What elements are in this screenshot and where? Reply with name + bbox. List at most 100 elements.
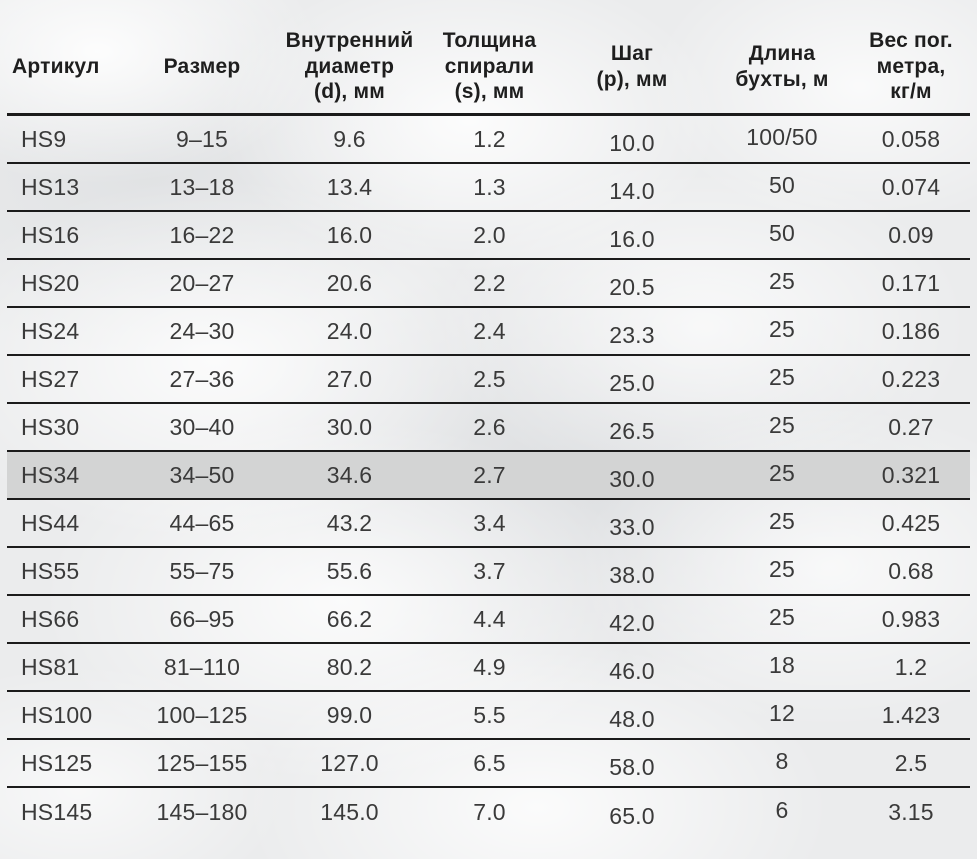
table-row: HS16 16–22 16.0 2.0 16.0 50 0.09 bbox=[7, 212, 970, 260]
column-header-coil-length: Длина бухты, м bbox=[735, 41, 829, 91]
cell-pitch: 58.0 bbox=[609, 753, 655, 780]
cell-size: 27–36 bbox=[169, 365, 235, 392]
cell-weight: 0.058 bbox=[881, 125, 941, 152]
cell-coil-length: 25 bbox=[769, 267, 795, 294]
cell-pitch: 26.5 bbox=[609, 417, 655, 444]
table-row: HS20 20–27 20.6 2.2 20.5 25 0.171 bbox=[7, 260, 970, 308]
cell-size: 55–75 bbox=[169, 557, 235, 584]
cell-size: 16–22 bbox=[169, 221, 235, 248]
cell-weight: 0.321 bbox=[881, 461, 941, 488]
cell-pitch: 30.0 bbox=[609, 465, 655, 492]
cell-size: 24–30 bbox=[169, 317, 235, 344]
cell-coil-length: 6 bbox=[775, 796, 789, 823]
table-row: HS145 145–180 145.0 7.0 65.0 6 3.15 bbox=[7, 788, 970, 836]
cell-coil-length: 25 bbox=[769, 507, 795, 534]
cell-inner-diameter: 66.2 bbox=[326, 605, 373, 632]
table-row: HS24 24–30 24.0 2.4 23.3 25 0.186 bbox=[7, 308, 970, 356]
cell-weight: 0.171 bbox=[881, 269, 941, 296]
cell-weight: 0.68 bbox=[888, 557, 934, 584]
table-row: HS55 55–75 55.6 3.7 38.0 25 0.68 bbox=[7, 548, 970, 596]
cell-inner-diameter: 127.0 bbox=[320, 749, 379, 776]
table-row: HS125 125–155 127.0 6.5 58.0 8 2.5 bbox=[7, 740, 970, 788]
cell-coil-length: 25 bbox=[769, 603, 795, 630]
cell-pitch: 20.5 bbox=[609, 273, 655, 300]
table-row: HS44 44–65 43.2 3.4 33.0 25 0.425 bbox=[7, 500, 970, 548]
column-header-spiral-thickness: Толщина спирали (s), мм bbox=[442, 29, 537, 104]
cell-article: HS44 bbox=[21, 509, 80, 536]
table-row: HS30 30–40 30.0 2.6 26.5 25 0.27 bbox=[7, 404, 970, 452]
product-spec-table: Артикул Размер Внутренний диаметр (d), м… bbox=[7, 20, 970, 836]
cell-article: HS27 bbox=[21, 365, 80, 392]
cell-spiral-thickness: 1.3 bbox=[473, 173, 506, 200]
cell-pitch: 10.0 bbox=[609, 129, 655, 156]
cell-article: HS24 bbox=[21, 317, 80, 344]
cell-pitch: 33.0 bbox=[609, 513, 655, 540]
cell-pitch: 14.0 bbox=[609, 177, 655, 204]
cell-spiral-thickness: 3.4 bbox=[473, 509, 506, 536]
cell-spiral-thickness: 2.6 bbox=[473, 413, 506, 440]
cell-article: HS66 bbox=[21, 605, 80, 632]
cell-pitch: 25.0 bbox=[609, 369, 655, 396]
cell-size: 20–27 bbox=[169, 269, 235, 296]
cell-weight: 0.186 bbox=[881, 317, 941, 344]
table-header-row: Артикул Размер Внутренний диаметр (d), м… bbox=[7, 20, 970, 116]
cell-article: HS34 bbox=[21, 461, 80, 488]
cell-coil-length: 8 bbox=[775, 747, 789, 774]
cell-spiral-thickness: 5.5 bbox=[473, 701, 506, 728]
cell-coil-length: 50 bbox=[769, 171, 795, 198]
table-row: HS9 9–15 9.6 1.2 10.0 100/50 0.058 bbox=[7, 116, 970, 164]
cell-weight: 0.223 bbox=[881, 365, 941, 392]
cell-pitch: 23.3 bbox=[609, 321, 655, 348]
cell-spiral-thickness: 3.7 bbox=[473, 557, 506, 584]
cell-spiral-thickness: 4.4 bbox=[473, 605, 506, 632]
column-header-size: Размер bbox=[163, 54, 241, 78]
cell-size: 81–110 bbox=[163, 653, 241, 680]
cell-article: HS145 bbox=[21, 798, 93, 825]
cell-coil-length: 25 bbox=[769, 315, 795, 342]
cell-coil-length: 18 bbox=[769, 651, 795, 678]
cell-coil-length: 50 bbox=[769, 219, 795, 246]
cell-inner-diameter: 145.0 bbox=[320, 798, 379, 825]
column-header-weight: Вес пог. метра, кг/м bbox=[869, 29, 953, 104]
cell-coil-length: 25 bbox=[769, 363, 795, 390]
cell-size: 125–155 bbox=[156, 749, 248, 776]
cell-coil-length: 12 bbox=[769, 699, 795, 726]
table-row: HS100 100–125 99.0 5.5 48.0 12 1.423 bbox=[7, 692, 970, 740]
cell-size: 145–180 bbox=[156, 798, 248, 825]
cell-pitch: 38.0 bbox=[609, 561, 655, 588]
cell-article: HS13 bbox=[21, 173, 80, 200]
column-header-article: Артикул bbox=[12, 54, 100, 78]
cell-spiral-thickness: 2.2 bbox=[473, 269, 506, 296]
cell-article: HS125 bbox=[21, 749, 93, 776]
cell-weight: 1.423 bbox=[881, 701, 941, 728]
cell-weight: 1.2 bbox=[894, 653, 928, 680]
cell-spiral-thickness: 2.7 bbox=[473, 461, 506, 488]
cell-inner-diameter: 24.0 bbox=[326, 317, 373, 344]
cell-weight: 2.5 bbox=[894, 749, 928, 776]
table-row: HS81 81–110 80.2 4.9 46.0 18 1.2 bbox=[7, 644, 970, 692]
cell-article: HS30 bbox=[21, 413, 80, 440]
cell-weight: 0.09 bbox=[888, 221, 934, 248]
cell-inner-diameter: 30.0 bbox=[326, 413, 373, 440]
cell-coil-length: 100/50 bbox=[746, 123, 818, 150]
cell-spiral-thickness: 2.0 bbox=[473, 221, 506, 248]
cell-article: HS55 bbox=[21, 557, 80, 584]
cell-inner-diameter: 99.0 bbox=[326, 701, 373, 728]
cell-spiral-thickness: 1.2 bbox=[473, 125, 506, 152]
cell-inner-diameter: 20.6 bbox=[326, 269, 373, 296]
cell-weight: 0.425 bbox=[881, 509, 941, 536]
cell-size: 30–40 bbox=[169, 413, 235, 440]
cell-inner-diameter: 80.2 bbox=[326, 653, 373, 680]
cell-weight: 0.983 bbox=[881, 605, 941, 632]
cell-size: 9–15 bbox=[176, 125, 228, 152]
cell-article: HS100 bbox=[21, 701, 93, 728]
cell-spiral-thickness: 4.9 bbox=[473, 653, 506, 680]
cell-weight: 0.27 bbox=[888, 413, 934, 440]
cell-coil-length: 25 bbox=[769, 411, 795, 438]
cell-inner-diameter: 13.4 bbox=[326, 173, 373, 200]
cell-size: 34–50 bbox=[169, 461, 235, 488]
table-row: HS66 66–95 66.2 4.4 42.0 25 0.983 bbox=[7, 596, 970, 644]
cell-weight: 3.15 bbox=[888, 798, 934, 825]
cell-spiral-thickness: 2.4 bbox=[473, 317, 506, 344]
